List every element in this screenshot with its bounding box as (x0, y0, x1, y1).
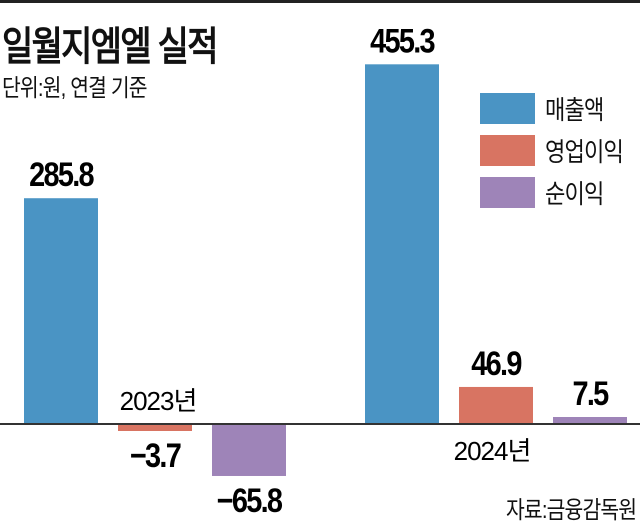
legend-item-revenue: 매출액 (480, 87, 637, 129)
value-label: −3.7 (130, 436, 181, 475)
source-note: 자료:금융감독원 (505, 497, 637, 524)
bar (212, 424, 286, 476)
bar (365, 64, 439, 425)
bar (118, 424, 192, 431)
value-label: 455.3 (370, 21, 435, 60)
category-label: 2023년 (120, 386, 197, 416)
value-label: 285.8 (29, 155, 94, 194)
chart-title: 일월지엠엘 실적 (2, 25, 219, 69)
legend-swatch (480, 134, 535, 166)
value-label: 46.9 (471, 344, 522, 383)
chart-subtitle: 단위:원, 연결 기준 (2, 75, 148, 102)
legend-swatch (480, 176, 535, 208)
legend-item-net-profit: 순이익 (480, 171, 637, 213)
legend-item-operating-profit: 영업이익 (480, 129, 637, 171)
value-label: −65.8 (217, 481, 283, 520)
legend-label: 영업이익 (545, 136, 624, 167)
bar (553, 417, 627, 424)
legend-swatch (480, 92, 535, 124)
legend-label: 순이익 (545, 178, 604, 209)
legend: 매출액 영업이익 순이익 (480, 87, 637, 213)
category-label: 2024년 (454, 436, 531, 466)
bar (24, 198, 98, 424)
legend-label: 매출액 (545, 94, 604, 125)
top-rule (0, 0, 640, 3)
value-label: 7.5 (572, 374, 608, 413)
bar (459, 386, 533, 424)
